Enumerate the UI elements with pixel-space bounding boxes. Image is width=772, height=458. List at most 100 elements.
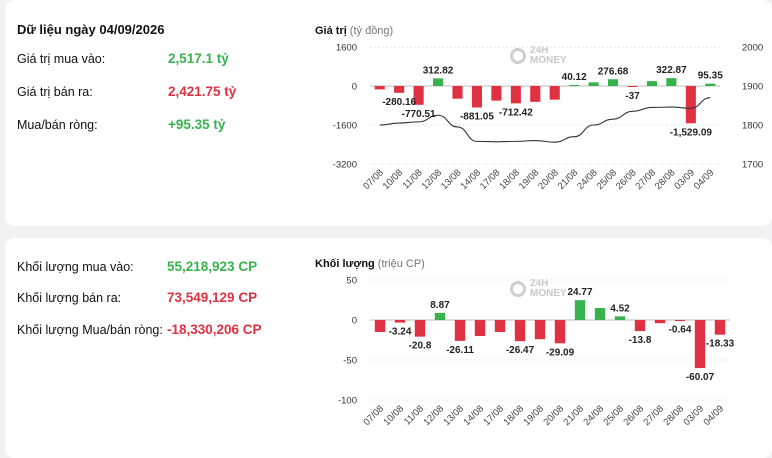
logo-text-line1: 24H (530, 278, 549, 289)
y2-tick-label: 2000 (742, 43, 763, 54)
x-tick-label: 04/09 (702, 403, 727, 428)
y-tick-label: 50 (346, 276, 357, 287)
logo-icon (510, 281, 526, 297)
bar (374, 320, 386, 332)
buy-volume-label: Khối lượng mua vào: (17, 260, 134, 274)
bar (414, 320, 426, 337)
sell-volume: 73,549,129 CP (167, 290, 258, 305)
y-tick-label: 1600 (336, 43, 357, 54)
summary-title: Dữ liệu ngày 04/09/2026 (17, 22, 165, 37)
y-tick-label: -3200 (333, 160, 357, 171)
bar (491, 86, 502, 101)
buy-volume: 55,218,923 CP (167, 259, 258, 274)
bar (554, 320, 566, 344)
data-label: -37 (625, 91, 640, 102)
data-label: -20.8 (409, 341, 432, 352)
x-tick-label: 13/08 (442, 403, 467, 428)
y-tick-label: 0 (352, 316, 357, 327)
value-chart-title: Giá trị (tỷ đồng) (315, 25, 394, 37)
x-tick-label: 14/08 (462, 403, 487, 428)
bar (454, 320, 466, 341)
logo-watermark-bottom: 24H MONEY (510, 279, 567, 299)
buy-value-label: Giá trị mua vào: (17, 52, 106, 66)
x-tick-label: 20/08 (542, 403, 567, 428)
y-tick-label: -100 (338, 396, 357, 407)
bar (588, 82, 599, 86)
data-label: -13.8 (629, 335, 652, 346)
x-tick-label: 21/08 (562, 403, 587, 428)
bar (452, 86, 463, 99)
bar (514, 320, 526, 342)
x-tick-label: 27/08 (642, 403, 667, 428)
sell-value: 2,421.75 tỷ (168, 84, 237, 99)
logo-icon (510, 48, 526, 64)
bar (685, 86, 696, 124)
x-tick-label: 12/08 (422, 403, 447, 428)
bar (433, 78, 444, 86)
x-tick-label: 17/08 (482, 403, 507, 428)
data-label: -29.09 (546, 347, 575, 358)
y2-tick-label: 1800 (742, 121, 763, 132)
data-label: -1,529.09 (670, 127, 713, 138)
x-tick-label: 18/08 (502, 403, 527, 428)
x-tick-label: 11/08 (402, 403, 426, 427)
bar (530, 86, 541, 102)
bar (494, 320, 506, 332)
data-label: -60.07 (686, 372, 715, 383)
logo-watermark-top: 24H MONEY (510, 46, 567, 66)
x-tick-label: 25/08 (602, 403, 627, 428)
x-tick-label: 10/08 (382, 403, 407, 428)
logo-text-line2: MONEY (530, 288, 567, 299)
bar (646, 81, 657, 86)
bar (510, 86, 521, 104)
bar (413, 86, 424, 105)
value-card: Dữ liệu ngày 04/09/2026 Giá trị mua vào:… (5, 0, 772, 226)
net-value: +95.35 tỷ (168, 117, 226, 132)
data-label: -26.47 (506, 345, 535, 356)
data-label: -881.05 (460, 111, 494, 122)
volume-chart-title: Khối lượng (triệu CP) (315, 258, 425, 270)
bar (574, 300, 586, 320)
x-tick-label: 19/08 (522, 403, 547, 428)
data-label: 312.82 (423, 65, 454, 76)
bar (654, 320, 666, 324)
x-tick-label: 24/08 (582, 403, 607, 428)
data-label: 276.68 (598, 66, 629, 77)
bar (471, 86, 482, 108)
bar (569, 85, 580, 87)
data-label: 4.52 (610, 303, 630, 314)
data-label: 322.87 (656, 65, 687, 76)
bar (666, 78, 677, 86)
bar (374, 86, 385, 90)
bar (394, 320, 406, 323)
data-label: -280.16 (382, 97, 416, 108)
y-tick-label: 0 (352, 82, 357, 93)
data-label: 8.87 (430, 300, 450, 311)
bar (705, 83, 716, 86)
sell-volume-label: Khối lượng bán ra: (17, 291, 122, 305)
bar (474, 320, 486, 336)
bar (434, 312, 446, 320)
sell-value-label: Giá trị bán ra: (17, 85, 93, 99)
y-tick-label: -1600 (333, 121, 357, 132)
bar (549, 86, 560, 100)
bar (534, 320, 546, 340)
bar (608, 79, 619, 86)
data-label: -0.64 (669, 325, 692, 336)
x-tick-label: 07/08 (362, 403, 387, 428)
volume-card: Khối lượng mua vào: 55,218,923 CP Khối l… (5, 238, 772, 458)
buy-value: 2,517.1 tỷ (168, 51, 229, 66)
x-tick-label: 28/08 (662, 403, 687, 428)
x-tick-label: 26/08 (622, 403, 647, 428)
y2-tick-label: 1900 (742, 82, 763, 93)
bar (714, 320, 726, 335)
x-tick-label: 03/09 (682, 403, 707, 428)
bar (594, 308, 606, 320)
data-label: -770.51 (402, 109, 436, 120)
index-line (379, 97, 711, 143)
logo-text-line1: 24H (530, 45, 549, 56)
y-tick-label: -50 (343, 356, 357, 367)
net-volume-label: Khối lượng Mua/bán ròng: (17, 323, 163, 337)
